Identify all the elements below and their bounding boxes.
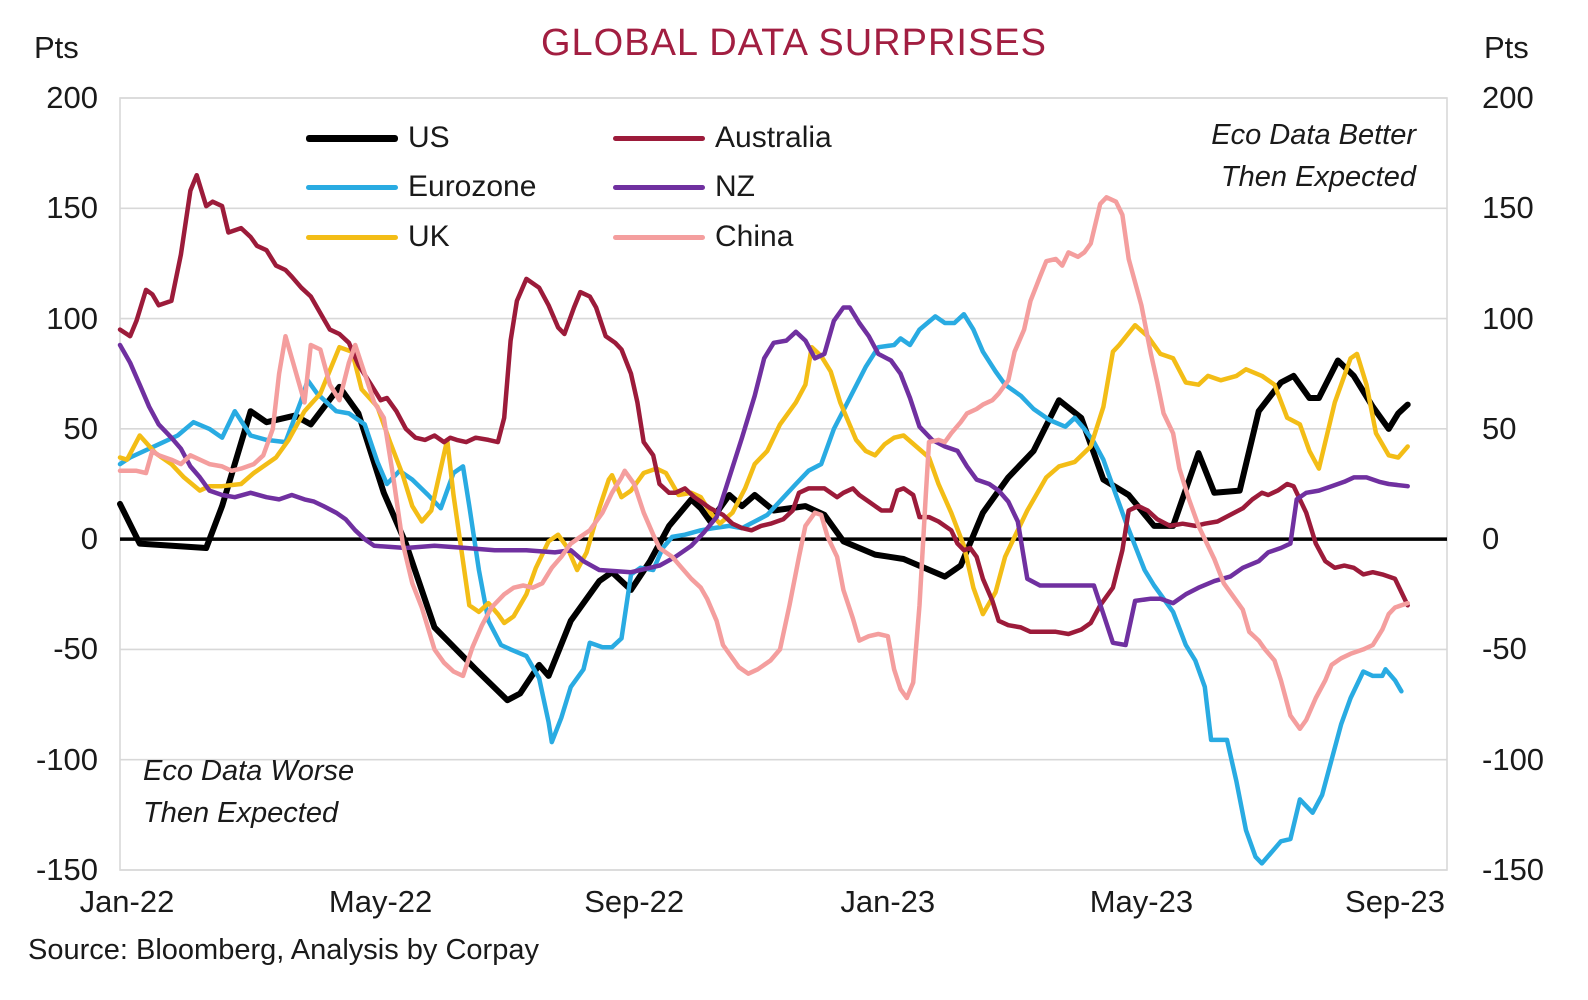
annotation-worse-expected: Eco Data Worse Then Expected bbox=[143, 750, 354, 834]
legend-swatch-china bbox=[613, 234, 705, 240]
legend-label-eurozone: Eurozone bbox=[408, 170, 537, 203]
y-tick-label-left-100: 100 bbox=[46, 300, 98, 336]
series-line-australia bbox=[117, 172, 1410, 637]
legend-item-china: China bbox=[613, 217, 793, 257]
x-tick-label-Jan-23: Jan-23 bbox=[840, 884, 936, 919]
y-tick-label-left-50: 50 bbox=[63, 410, 98, 446]
series-line-eurozone bbox=[117, 311, 1404, 866]
page-title: GLOBAL DATA SURPRISES bbox=[540, 22, 1047, 64]
legend-label-nz: NZ bbox=[715, 170, 755, 203]
y-tick-label-right-100: 100 bbox=[1482, 300, 1534, 336]
legend-swatch-eurozone bbox=[306, 184, 398, 190]
y-tick-label-left-200: 200 bbox=[46, 80, 98, 115]
legend-item-us: US bbox=[306, 118, 450, 158]
legend-label-us: US bbox=[408, 121, 450, 154]
annotation-better-line2: Then Expected bbox=[1220, 161, 1416, 194]
legend-item-uk: UK bbox=[306, 217, 450, 257]
annotation-worse-line1: Eco Data Worse bbox=[143, 755, 355, 787]
annotation-better-expected: Eco Data Better Then Expected bbox=[1211, 114, 1416, 198]
legend-swatch-uk bbox=[306, 234, 398, 240]
y-tick-label-right--150: -150 bbox=[1482, 852, 1545, 887]
legend-item-nz: NZ bbox=[613, 167, 755, 207]
series-line-uk bbox=[117, 322, 1410, 626]
x-tick-label-Sep-23: Sep-23 bbox=[1345, 884, 1445, 919]
y-tick-label-left-0: 0 bbox=[80, 521, 98, 557]
legend-swatch-us bbox=[306, 134, 398, 142]
series-line-nz bbox=[117, 305, 1410, 648]
x-tick-label-Sep-22: Sep-22 bbox=[584, 884, 685, 919]
y-tick-label-left-150: 150 bbox=[46, 190, 98, 226]
x-tick-label-May-23: May-23 bbox=[1089, 884, 1194, 919]
legend-swatch-nz bbox=[613, 184, 705, 190]
y-tick-label-right-150: 150 bbox=[1482, 190, 1534, 226]
y-axis-unit-left: Pts bbox=[34, 30, 79, 65]
legend-item-australia: Australia bbox=[613, 118, 832, 158]
y-tick-label-right-50: 50 bbox=[1482, 410, 1517, 446]
legend-label-uk: UK bbox=[408, 220, 450, 253]
y-axis-unit-right: Pts bbox=[1484, 30, 1529, 65]
source-attribution: Source: Bloomberg, Analysis by Corpay bbox=[28, 934, 539, 966]
plot-border bbox=[119, 97, 1448, 871]
legend-item-eurozone: Eurozone bbox=[306, 167, 536, 207]
y-tick-label-right-200: 200 bbox=[1482, 80, 1534, 115]
y-tick-label-right--50: -50 bbox=[1482, 631, 1527, 667]
series-line-china bbox=[117, 195, 1410, 732]
y-tick-label-left--100: -100 bbox=[35, 741, 98, 777]
y-tick-label-left--150: -150 bbox=[35, 852, 98, 887]
legend-label-australia: Australia bbox=[715, 121, 832, 154]
legend-label-china: China bbox=[715, 220, 794, 253]
y-tick-label-right-0: 0 bbox=[1482, 521, 1500, 557]
legend-swatch-australia bbox=[613, 135, 705, 141]
y-tick-label-left--50: -50 bbox=[53, 631, 98, 667]
annotation-better-line1: Eco Data Better bbox=[1211, 119, 1416, 151]
x-tick-label-May-22: May-22 bbox=[328, 884, 433, 919]
x-tick-label-Jan-22: Jan-22 bbox=[79, 884, 175, 919]
y-tick-label-right--100: -100 bbox=[1482, 741, 1545, 777]
annotation-worse-line2: Then Expected bbox=[143, 797, 339, 830]
